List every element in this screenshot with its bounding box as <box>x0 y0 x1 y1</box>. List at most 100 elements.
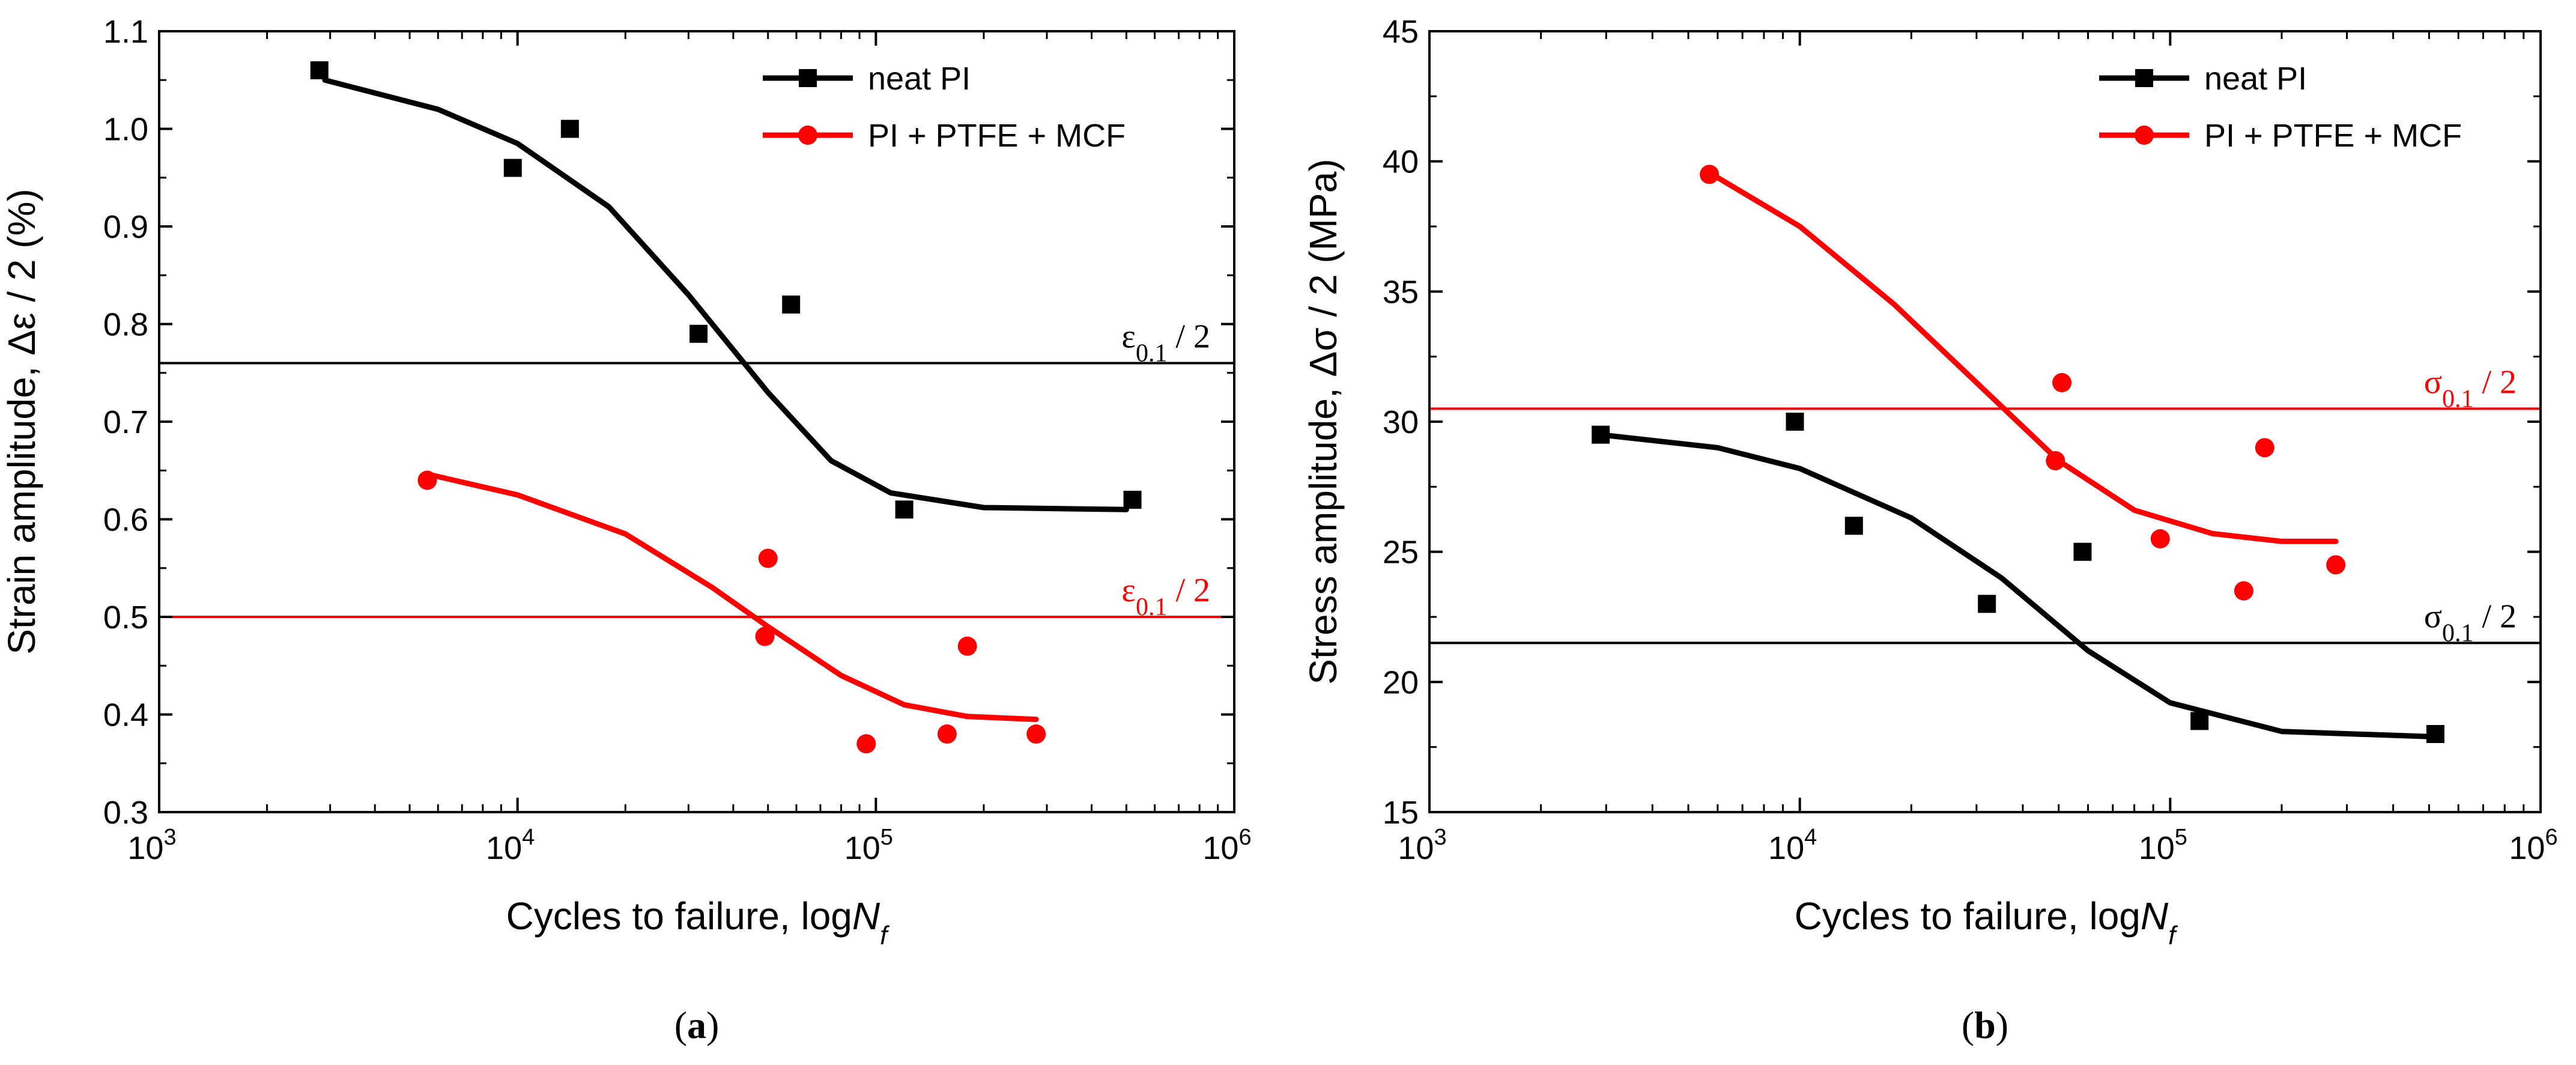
ref-subscript: 0.1 <box>1136 340 1168 368</box>
data-point <box>2190 712 2209 730</box>
data-point <box>689 324 708 343</box>
panel-label: (a) <box>674 1004 720 1046</box>
y-tick-label: 0.6 <box>103 502 148 538</box>
x-tick-base: 10 <box>2509 830 2545 866</box>
data-point <box>2046 451 2065 470</box>
y-tick-label: 0.4 <box>103 697 148 733</box>
x-axis-title-prefix: Cycles to failure, log <box>506 894 852 938</box>
legend-label: neat PI <box>2204 61 2307 97</box>
data-point <box>1700 165 1720 184</box>
x-tick-label: 103 <box>127 825 176 866</box>
y-axis-title: Stress amplitude, Δσ / 2 (MPa) <box>1302 159 1345 684</box>
x-tick-exponent: 6 <box>1238 825 1251 850</box>
panel-label-open: ( <box>1962 1004 1974 1046</box>
x-tick-label: 106 <box>2509 825 2557 866</box>
data-point <box>2255 438 2274 458</box>
data-point <box>2426 725 2444 743</box>
data-point <box>957 636 977 656</box>
fit-curve <box>1709 171 2339 544</box>
x-tick-base: 10 <box>1398 830 1434 866</box>
x-tick-label: 105 <box>2139 825 2187 866</box>
x-tick-base: 10 <box>1202 830 1238 866</box>
y-tick-label: 35 <box>1383 274 1419 310</box>
x-tick-exponent: 5 <box>2175 825 2187 850</box>
y-tick-label: 1.0 <box>103 112 148 148</box>
panel-label-close: ) <box>1996 1004 2008 1046</box>
panel-label-letter: a <box>687 1004 706 1046</box>
y-tick-label: 0.3 <box>103 795 148 831</box>
x-tick-base: 10 <box>127 830 163 866</box>
ref-suffix: / 2 <box>2473 598 2517 635</box>
data-point <box>895 500 914 519</box>
legend-marker <box>798 126 817 145</box>
x-tick-exponent: 4 <box>522 825 535 850</box>
ref-subscript: 0.1 <box>2442 619 2474 647</box>
legend-label: PI + PTFE + MCF <box>868 118 1126 154</box>
reference-line-label: ε0.1 / 2 <box>1121 318 1210 368</box>
y-tick-label: 45 <box>1383 14 1419 50</box>
x-axis-title-prefix: Cycles to failure, log <box>1795 894 2141 938</box>
x-axis-title: Cycles to failure, logNf <box>1795 894 2178 950</box>
data-point <box>856 734 876 754</box>
x-tick-exponent: 3 <box>1434 825 1446 850</box>
data-point <box>1026 724 1046 744</box>
data-point <box>1844 517 1863 535</box>
chart-panel-a: ε0.1 / 2ε0.1 / 20.30.40.50.60.70.80.91.0… <box>0 14 1252 1046</box>
y-tick-label: 40 <box>1383 144 1419 180</box>
data-point <box>2326 555 2346 575</box>
x-tick-label: 104 <box>1768 825 1817 866</box>
x-axis-title-subscript: f <box>2168 921 2178 950</box>
legend-marker <box>2135 69 2153 87</box>
series-neat-pi <box>310 61 1142 519</box>
y-tick-label: 30 <box>1383 404 1419 440</box>
x-tick-base: 10 <box>486 830 522 866</box>
data-point <box>2073 542 2092 561</box>
data-point <box>937 724 957 744</box>
ref-symbol: σ <box>2424 598 2442 635</box>
x-axis-title-subscript: f <box>880 921 890 950</box>
data-point <box>560 120 579 138</box>
x-axis-title-N: N <box>2141 894 2169 938</box>
data-point <box>782 296 801 314</box>
panel-label-letter: b <box>1974 1004 1996 1046</box>
ref-suffix: / 2 <box>1167 572 1210 609</box>
x-tick-base: 10 <box>2139 830 2175 866</box>
data-point <box>1978 595 1996 613</box>
reference-line-label: σ0.1 / 2 <box>2424 363 2517 413</box>
data-point <box>1786 413 1804 431</box>
y-axis-title: Strain amplitude, Δε / 2 (%) <box>0 189 43 655</box>
y-tick-label: 0.7 <box>103 404 148 440</box>
reference-line-label: σ0.1 / 2 <box>2424 598 2517 647</box>
ref-suffix: / 2 <box>1167 318 1210 356</box>
data-point <box>2234 581 2253 601</box>
panel-label-open: ( <box>674 1004 687 1046</box>
legend-marker <box>799 69 817 87</box>
legend: neat PI PI + PTFE + MCF <box>2099 61 2462 154</box>
series-pi-ptfe-mcf <box>417 470 1046 754</box>
y-tick-label: 25 <box>1383 535 1419 571</box>
data-point <box>1123 491 1142 509</box>
y-tick-label: 0.9 <box>103 209 148 245</box>
legend-label: neat PI <box>868 61 971 97</box>
x-axis-title: Cycles to failure, logNf <box>506 894 890 950</box>
y-tick-label: 20 <box>1383 664 1419 700</box>
legend-marker <box>2135 126 2154 145</box>
fit-curve <box>430 472 1039 723</box>
ref-subscript: 0.1 <box>1136 593 1168 621</box>
data-point <box>310 61 329 79</box>
ref-symbol: ε <box>1121 318 1136 356</box>
data-point <box>2150 529 2170 548</box>
x-tick-exponent: 5 <box>880 825 893 850</box>
ref-subscript: 0.1 <box>2442 385 2474 413</box>
ref-symbol: σ <box>2424 363 2442 401</box>
fit-curve <box>322 77 1129 512</box>
series-pi-ptfe-mcf <box>1700 165 2346 601</box>
ref-symbol: ε <box>1121 572 1136 609</box>
x-tick-label: 103 <box>1398 825 1446 866</box>
data-point <box>503 159 522 177</box>
x-tick-label: 104 <box>486 825 535 866</box>
series-neat-pi <box>1592 413 2444 743</box>
reference-line-label: ε0.1 / 2 <box>1121 572 1210 621</box>
panel-label: (b) <box>1962 1004 2008 1046</box>
